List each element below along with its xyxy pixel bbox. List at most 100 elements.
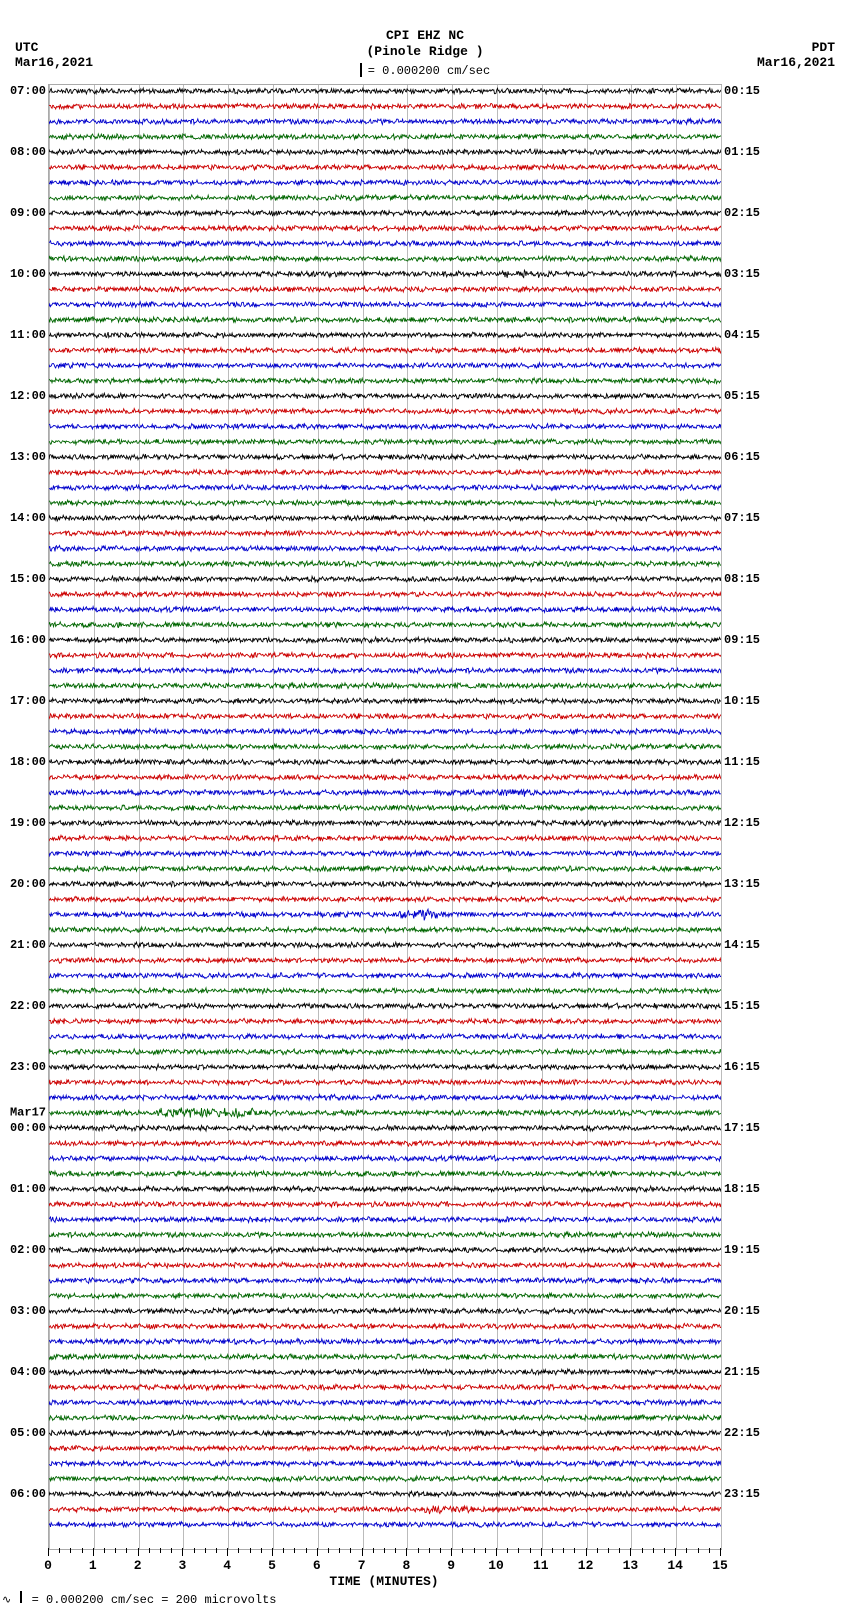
tz-right: PDT Mar16,2021	[757, 40, 835, 70]
seismic-trace	[49, 500, 721, 506]
utc-label: 23:00	[10, 1060, 49, 1074]
seismic-trace	[49, 408, 721, 414]
seismic-trace	[49, 1293, 721, 1299]
utc-label: 08:00	[10, 145, 49, 159]
station-name: (Pinole Ridge )	[0, 44, 850, 59]
x-tick-minor	[664, 1548, 665, 1553]
x-tick-minor	[619, 1548, 620, 1553]
x-tick-label: 14	[667, 1558, 683, 1573]
utc-label: 10:00	[10, 267, 49, 281]
pdt-label: 12:15	[721, 816, 760, 830]
x-tick-label: 2	[134, 1558, 142, 1573]
seismic-trace	[49, 485, 721, 491]
seismic-trace	[49, 317, 721, 323]
x-tick-minor	[698, 1548, 699, 1553]
utc-label: 19:00	[10, 816, 49, 830]
pdt-label: 07:15	[721, 511, 760, 525]
x-tick-minor	[686, 1548, 687, 1553]
x-tick	[272, 1548, 273, 1556]
x-tick	[227, 1548, 228, 1556]
seismic-trace	[49, 378, 721, 384]
pdt-label: 05:15	[721, 389, 760, 403]
x-axis-title: TIME (MINUTES)	[48, 1574, 720, 1589]
seismic-trace	[49, 988, 721, 994]
x-tick-minor	[126, 1548, 127, 1553]
seismic-trace	[49, 759, 721, 765]
seismic-trace	[49, 1445, 721, 1451]
scale-bar-icon	[360, 63, 362, 77]
footer-scale: ∿ = 0.000200 cm/sec = 200 microvolts	[2, 1591, 276, 1607]
utc-label: 13:00	[10, 450, 49, 464]
x-tick-minor	[149, 1548, 150, 1553]
x-tick-minor	[597, 1548, 598, 1553]
x-tick-minor	[429, 1548, 430, 1553]
seismic-trace	[49, 439, 721, 445]
x-tick-minor	[440, 1548, 441, 1553]
x-tick-minor	[653, 1548, 654, 1553]
x-tick-label: 4	[223, 1558, 231, 1573]
seismic-trace	[49, 668, 721, 674]
seismic-trace	[49, 1186, 721, 1192]
x-tick-minor	[294, 1548, 295, 1553]
x-tick-minor	[283, 1548, 284, 1553]
x-tick-label: 13	[623, 1558, 639, 1573]
seismic-trace	[49, 424, 721, 430]
seismic-trace	[49, 470, 721, 476]
seismic-trace	[49, 270, 721, 278]
seismic-trace	[49, 1369, 721, 1375]
seismic-trace	[49, 530, 721, 536]
tz-right-label: PDT	[757, 40, 835, 55]
pdt-label: 23:15	[721, 1487, 760, 1501]
x-tick-minor	[104, 1548, 105, 1553]
seismic-trace	[49, 1064, 721, 1070]
seismic-trace	[49, 210, 721, 216]
x-tick-minor	[507, 1548, 508, 1553]
pdt-label: 15:15	[721, 999, 760, 1013]
seismic-trace	[49, 1461, 721, 1467]
seismic-trace	[49, 1278, 721, 1284]
pdt-label: 10:15	[721, 694, 760, 708]
seismic-trace	[49, 1400, 721, 1406]
x-tick	[586, 1548, 587, 1556]
x-tick-minor	[238, 1548, 239, 1553]
tz-left: UTC Mar16,2021	[15, 40, 93, 70]
x-tick	[48, 1548, 49, 1556]
pdt-label: 09:15	[721, 633, 760, 647]
seismic-trace	[49, 1232, 721, 1238]
tz-left-label: UTC	[15, 40, 93, 55]
seismic-trace	[49, 119, 721, 125]
pdt-label: 08:15	[721, 572, 760, 586]
pdt-label: 16:15	[721, 1060, 760, 1074]
utc-label: 21:00	[10, 938, 49, 952]
x-tick-minor	[250, 1548, 251, 1553]
seismic-trace	[49, 1003, 721, 1009]
x-tick-label: 9	[447, 1558, 455, 1573]
seismogram-container: CPI EHZ NC (Pinole Ridge ) = 0.000200 cm…	[0, 0, 850, 1613]
x-tick-label: 8	[402, 1558, 410, 1573]
x-tick	[541, 1548, 542, 1556]
seismic-trace	[49, 225, 721, 231]
seismic-trace	[49, 1506, 721, 1514]
tz-left-date: Mar16,2021	[15, 55, 93, 70]
utc-label: 16:00	[10, 633, 49, 647]
seismic-trace	[49, 698, 721, 704]
x-tick-label: 10	[488, 1558, 504, 1573]
x-tick-minor	[485, 1548, 486, 1553]
seismic-trace	[49, 927, 721, 933]
seismic-trace	[49, 909, 721, 920]
x-tick	[496, 1548, 497, 1556]
seismic-trace	[49, 180, 721, 186]
seismic-trace	[49, 653, 721, 659]
seismic-trace	[49, 561, 721, 567]
pdt-label: 02:15	[721, 206, 760, 220]
seismic-trace	[49, 1354, 721, 1360]
seismic-trace	[49, 1034, 721, 1040]
utc-label: 09:00	[10, 206, 49, 220]
x-tick-minor	[160, 1548, 161, 1553]
utc-label: 06:00	[10, 1487, 49, 1501]
x-tick-minor	[194, 1548, 195, 1553]
utc-label: 17:00	[10, 694, 49, 708]
seismic-trace	[49, 789, 721, 796]
utc-label: 05:00	[10, 1426, 49, 1440]
x-tick-minor	[462, 1548, 463, 1553]
